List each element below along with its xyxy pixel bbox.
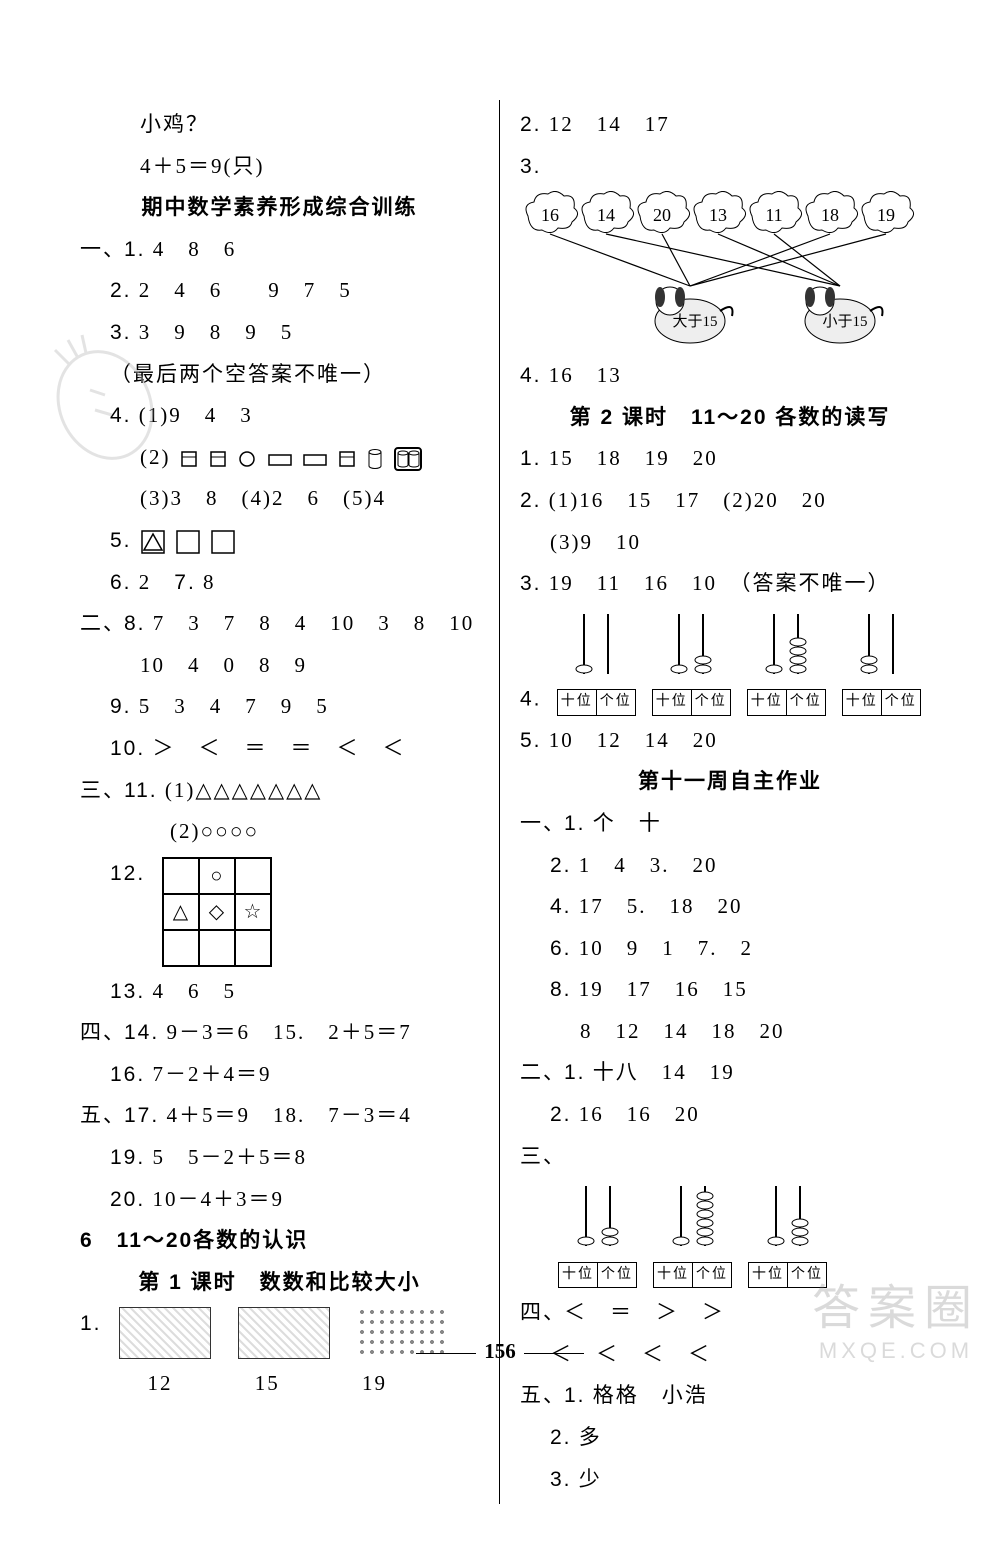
section-3: 三、11. (1)△△△△△△△ (2)○○○○ 12. ○ △◇☆ 13. 4… (80, 774, 479, 1009)
section-5: 五、17. 4＋5＝9 18. 7－3＝4 19. 5 5－2＋5＝8 20. … (80, 1099, 479, 1216)
text: 小鸡？ (80, 108, 479, 142)
svg-text:小于15: 小于15 (822, 313, 867, 330)
chapter-title: 6 11～20各数的认识 (80, 1224, 479, 1258)
svg-text:20: 20 (653, 205, 671, 225)
svg-text:19: 19 (877, 205, 895, 225)
svg-text:13: 13 (709, 205, 727, 225)
svg-text:16: 16 (541, 205, 559, 225)
lesson2-title: 第 2 课时 11～20 各数的读写 (520, 401, 940, 435)
matching-diagram: 16 14 20 13 11 18 19 大于15 小于15 (520, 191, 940, 351)
hw-section-1: 一、1. 个 十 2. 1 4 3. 20 4. 17 5. 18 20 6. … (520, 807, 940, 1049)
left-column: 小鸡？ 4＋5＝9(只) 期中数学素养形成综合训练 一、1. 4 8 6 2. … (80, 100, 499, 1504)
watermark: 答案圈 MXQE.COM (812, 1268, 980, 1364)
midterm-title: 期中数学素养形成综合训练 (80, 191, 479, 225)
counting-answers: 12 15 19 (80, 1367, 479, 1401)
svg-text:11: 11 (765, 205, 782, 225)
lesson1-title: 第 1 课时 数数和比较大小 (80, 1266, 479, 1300)
hw-section-3: 三、 (520, 1140, 940, 1174)
svg-text:18: 18 (821, 205, 839, 225)
section-2: 二、8. 7 3 7 8 4 10 3 8 10 10 4 0 8 9 9. 5… (80, 607, 479, 765)
text: 4＋5＝9(只) (80, 150, 479, 184)
grid-3x3: ○ △◇☆ (162, 857, 272, 967)
hw-section-2: 二、1. 十八 14 19 2. 16 16 20 (520, 1056, 940, 1131)
section-label: 一、 (80, 233, 124, 267)
hw-section-5: 五、1. 格格 小浩 2. 多 3. 少 (520, 1379, 940, 1496)
svg-text:大于15: 大于15 (672, 313, 717, 330)
homework-title: 第十一周自主作业 (520, 765, 940, 799)
carrot-decoration-icon (50, 320, 170, 470)
section-4: 四、14. 9－3＝6 15. 2＋5＝7 16. 7－2＋4＝9 (80, 1016, 479, 1091)
abacus-row: 十位个位十位个位十位个位十位个位 (549, 686, 929, 710)
svg-text:14: 14 (597, 205, 615, 225)
